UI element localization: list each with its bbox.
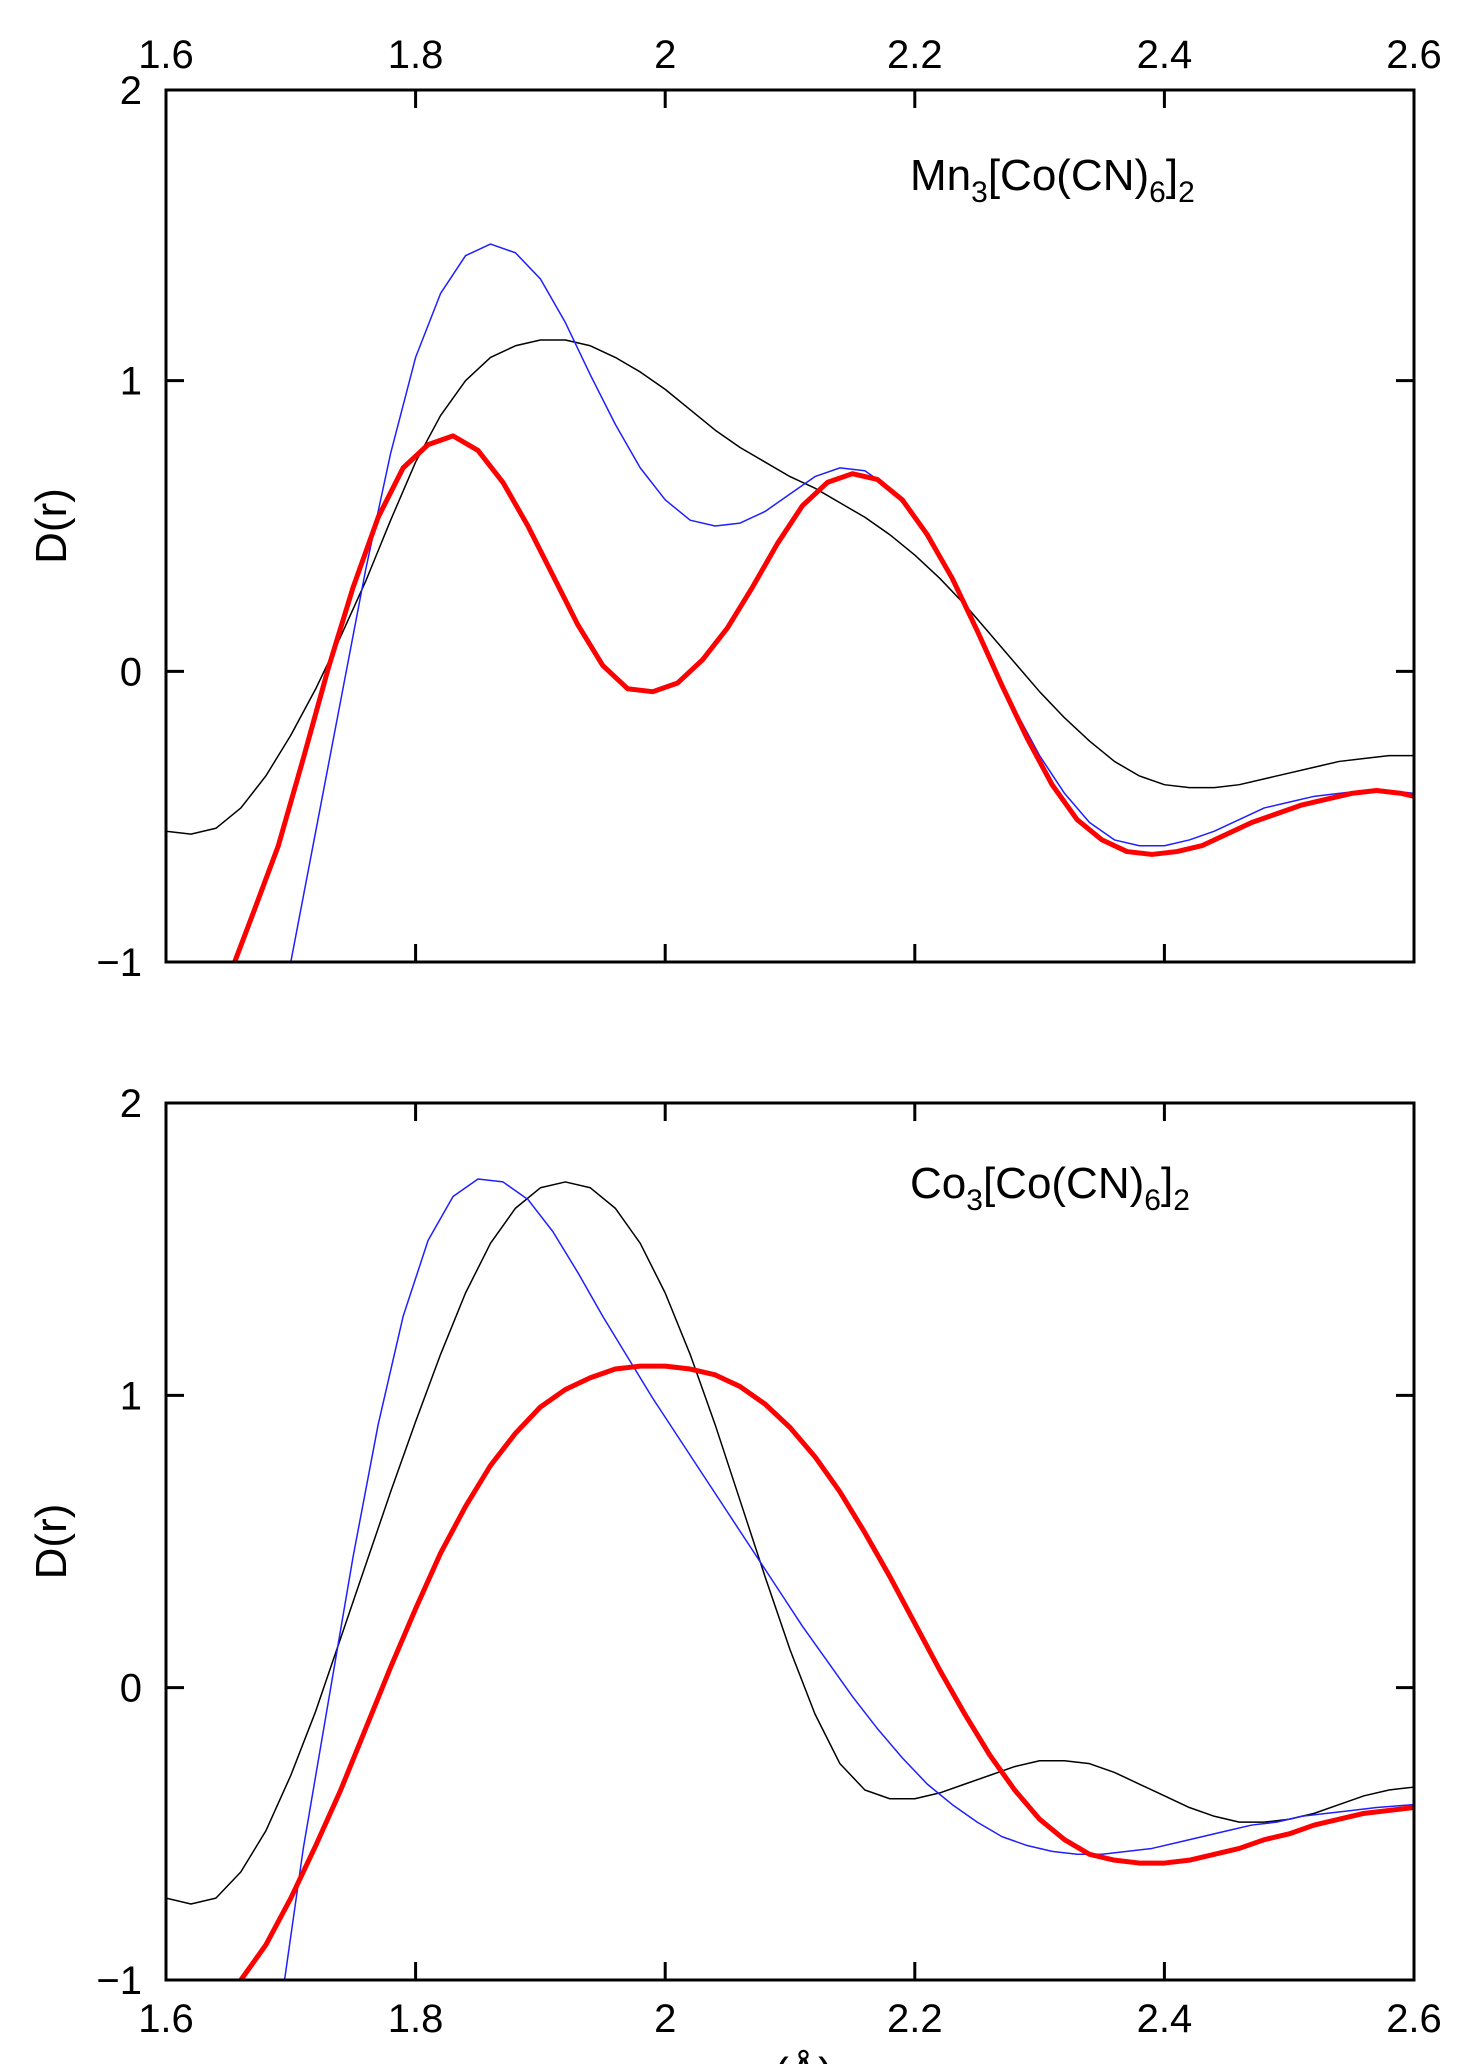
y-tick-label: 0 [120, 650, 142, 694]
x-tick-label: 2.6 [1386, 1997, 1442, 2041]
y-tick-label: 2 [120, 1082, 142, 1126]
annotation-subscript: 2 [1178, 176, 1195, 209]
annotation-subscript: 3 [971, 176, 988, 209]
x-tick-label-top: 2.6 [1386, 33, 1442, 77]
x-tick-label-top: 2 [654, 33, 676, 77]
series-line-red [232, 433, 1414, 962]
annotation-subscript: 2 [1173, 1184, 1190, 1217]
x-tick-label: 1.8 [388, 1997, 444, 2041]
x-tick-label-top: 1.8 [388, 33, 444, 77]
x-axis-label: r (Å) [747, 2049, 833, 2064]
series-line-black [166, 339, 1414, 835]
bottom-panel: 1.6 1.8 2 2.2 2.4 2.6 −1 0 1 2 D(r) r (Å) Co3[Co(CN)… [27, 1082, 1442, 2064]
annotation-text: ] [1166, 151, 1178, 200]
x-tick-label-top: 1.6 [138, 33, 194, 77]
annotation-subscript: 3 [966, 1184, 983, 1217]
y-tick-label: 1 [120, 1374, 142, 1418]
y-tick-label: −1 [96, 1959, 142, 2003]
annotation-subscript: 6 [1144, 1184, 1161, 1217]
series-group [166, 243, 1414, 962]
y-tick-label: 2 [120, 69, 142, 113]
plot-frame [164, 1101, 1416, 1982]
annotation-text: Mn [910, 151, 971, 200]
series-group [166, 1178, 1414, 1980]
series-line-blue [283, 1178, 1414, 1980]
annotation-text: ] [1161, 1159, 1173, 1208]
y-axis-label: D(r) [27, 1504, 76, 1580]
annotation-text: [Co(CN) [988, 151, 1149, 200]
x-tick-label-top: 2.4 [1137, 33, 1193, 77]
y-tick-label: 1 [120, 360, 142, 404]
x-tick-label-top: 2.2 [887, 33, 943, 77]
y-tick-label: −1 [96, 941, 142, 985]
annotation-text: Co [910, 1159, 966, 1208]
compound-annotation: Co3[Co(CN)6]2 [910, 1159, 1190, 1217]
x-tick-label: 2 [654, 1997, 676, 2041]
series-line-black [166, 1181, 1414, 1905]
plot-frame [164, 88, 1416, 964]
x-tick-label: 2.2 [887, 1997, 943, 2041]
x-tick-label: 2.4 [1137, 1997, 1193, 2041]
compound-annotation: Mn3[Co(CN)6]2 [910, 151, 1195, 209]
y-tick-label: 0 [120, 1667, 142, 1711]
annotation-subscript: 6 [1149, 176, 1166, 209]
y-axis-label: D(r) [27, 488, 76, 564]
series-line-blue [290, 243, 1414, 962]
x-tick-label: 1.6 [138, 1997, 194, 2041]
series-line-red [238, 1363, 1414, 1980]
annotation-text: [Co(CN) [983, 1159, 1144, 1208]
